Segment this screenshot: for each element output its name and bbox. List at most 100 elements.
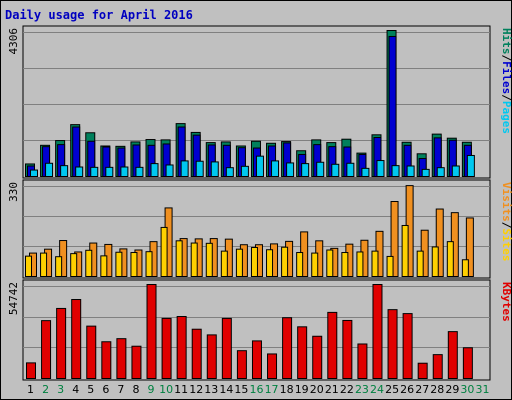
bar-pages (451, 165, 460, 178)
bar-kbytes (312, 335, 323, 379)
x-tick-label-day-13: 13 (204, 383, 218, 396)
bar-sites (175, 240, 183, 278)
bar-kbytes (146, 284, 157, 379)
x-tick-label-day-20: 20 (310, 383, 324, 396)
bar-sites (220, 250, 228, 278)
x-tick-label-day-26: 26 (400, 383, 414, 396)
legend-label-sites: Sites (500, 228, 512, 261)
legend-label-visits: Visits (500, 182, 512, 222)
x-tick-label-day-19: 19 (295, 383, 309, 396)
panel-visits-legend: Visits/Sites (500, 182, 512, 262)
legend-label-kbytes: KBytes (500, 282, 512, 322)
bar-kbytes (86, 325, 97, 379)
bar-kbytes (206, 334, 217, 379)
x-tick-label-day-6: 6 (102, 383, 109, 396)
bar-kbytes (432, 354, 443, 380)
bar-kbytes (357, 343, 368, 380)
bar-kbytes (176, 316, 187, 380)
bar-sites (40, 252, 48, 277)
legend-label-slash: / (500, 94, 512, 101)
bar-kbytes (267, 353, 278, 380)
bar-kbytes (297, 326, 308, 379)
bar-kbytes (402, 313, 413, 379)
bar-kbytes (462, 347, 473, 380)
bar-sites (296, 252, 304, 278)
x-tick-label-day-4: 4 (72, 383, 79, 396)
x-tick-label-day-3: 3 (57, 383, 64, 396)
legend-label-hits: Hits (500, 28, 512, 55)
bar-pages (135, 166, 144, 178)
bar-pages (240, 165, 249, 177)
bar-sites (130, 252, 138, 278)
bar-pages (150, 163, 159, 177)
bar-pages (391, 165, 400, 178)
x-tick-label-day-31: 31 (475, 383, 489, 396)
bar-sites (356, 251, 364, 277)
bar-pages (210, 161, 219, 178)
x-tick-label-day-23: 23 (355, 383, 369, 396)
bar-pages (346, 162, 355, 178)
bar-kbytes (221, 317, 232, 380)
bar-pages (301, 163, 310, 177)
panel-kbytes: 54742 KBytes (7, 279, 512, 381)
bar-pages (286, 162, 295, 178)
bar-sites (115, 251, 123, 277)
bar-sites (250, 247, 258, 277)
bar-pages (421, 168, 430, 177)
bar-kbytes (71, 299, 82, 379)
bar-sites (160, 226, 168, 277)
bar-visits (435, 208, 444, 278)
bar-kbytes (236, 350, 247, 380)
bar-kbytes (41, 320, 52, 379)
panel-hits: 4306 Hits/Files/Pages (7, 25, 512, 179)
bar-pages (165, 164, 174, 177)
bar-kbytes (191, 328, 202, 380)
bar-sites (341, 252, 349, 278)
panel-visits-ymax-label: 330 (7, 182, 20, 202)
bar-sites (25, 255, 32, 278)
bar-kbytes (372, 284, 383, 379)
x-tick-label-day-5: 5 (87, 383, 94, 396)
bar-kbytes (56, 307, 67, 380)
bar-sites (401, 224, 409, 277)
bar-sites (416, 250, 424, 278)
bar-sites (70, 253, 78, 277)
bar-pages (466, 154, 475, 177)
bar-sites (311, 252, 319, 277)
x-tick-label-day-21: 21 (325, 383, 339, 396)
legend-label-slash: / (500, 222, 512, 229)
bar-pages (105, 166, 114, 178)
x-tick-label-day-2: 2 (42, 383, 49, 396)
bar-sites (326, 249, 334, 277)
x-tick-label-day-16: 16 (250, 383, 264, 396)
bar-kbytes (282, 317, 293, 380)
bar-sites (461, 259, 469, 278)
x-tick-label-day-11: 11 (174, 383, 188, 396)
bar-pages (120, 166, 129, 178)
bar-kbytes (131, 345, 142, 379)
bar-pages (436, 167, 445, 177)
bar-kbytes (161, 317, 172, 380)
bar-pages (271, 160, 280, 177)
x-tick-label-day-27: 27 (415, 383, 429, 396)
bar-kbytes (251, 340, 262, 379)
bar-sites (205, 242, 213, 278)
x-tick-label-day-29: 29 (445, 383, 459, 396)
bar-kbytes (387, 309, 398, 380)
legend-label-slash: / (500, 55, 512, 62)
x-tick-label-day-15: 15 (234, 383, 248, 396)
x-tick-label-day-10: 10 (159, 383, 173, 396)
bar-sites (235, 248, 243, 277)
chart-title: Daily usage for April 2016 (5, 8, 193, 22)
bar-sites (100, 255, 108, 277)
x-tick-label-day-1: 1 (27, 383, 34, 396)
bar-kbytes (26, 362, 36, 379)
bar-pages (45, 162, 54, 178)
bar-kbytes (327, 311, 338, 380)
bar-pages (316, 161, 325, 177)
panel-hits-ymax-label: 4306 (7, 28, 20, 55)
bar-kbytes (101, 341, 112, 380)
bar-sites (266, 249, 274, 277)
panel-hits-legend: Hits/Files/Pages (500, 28, 512, 134)
